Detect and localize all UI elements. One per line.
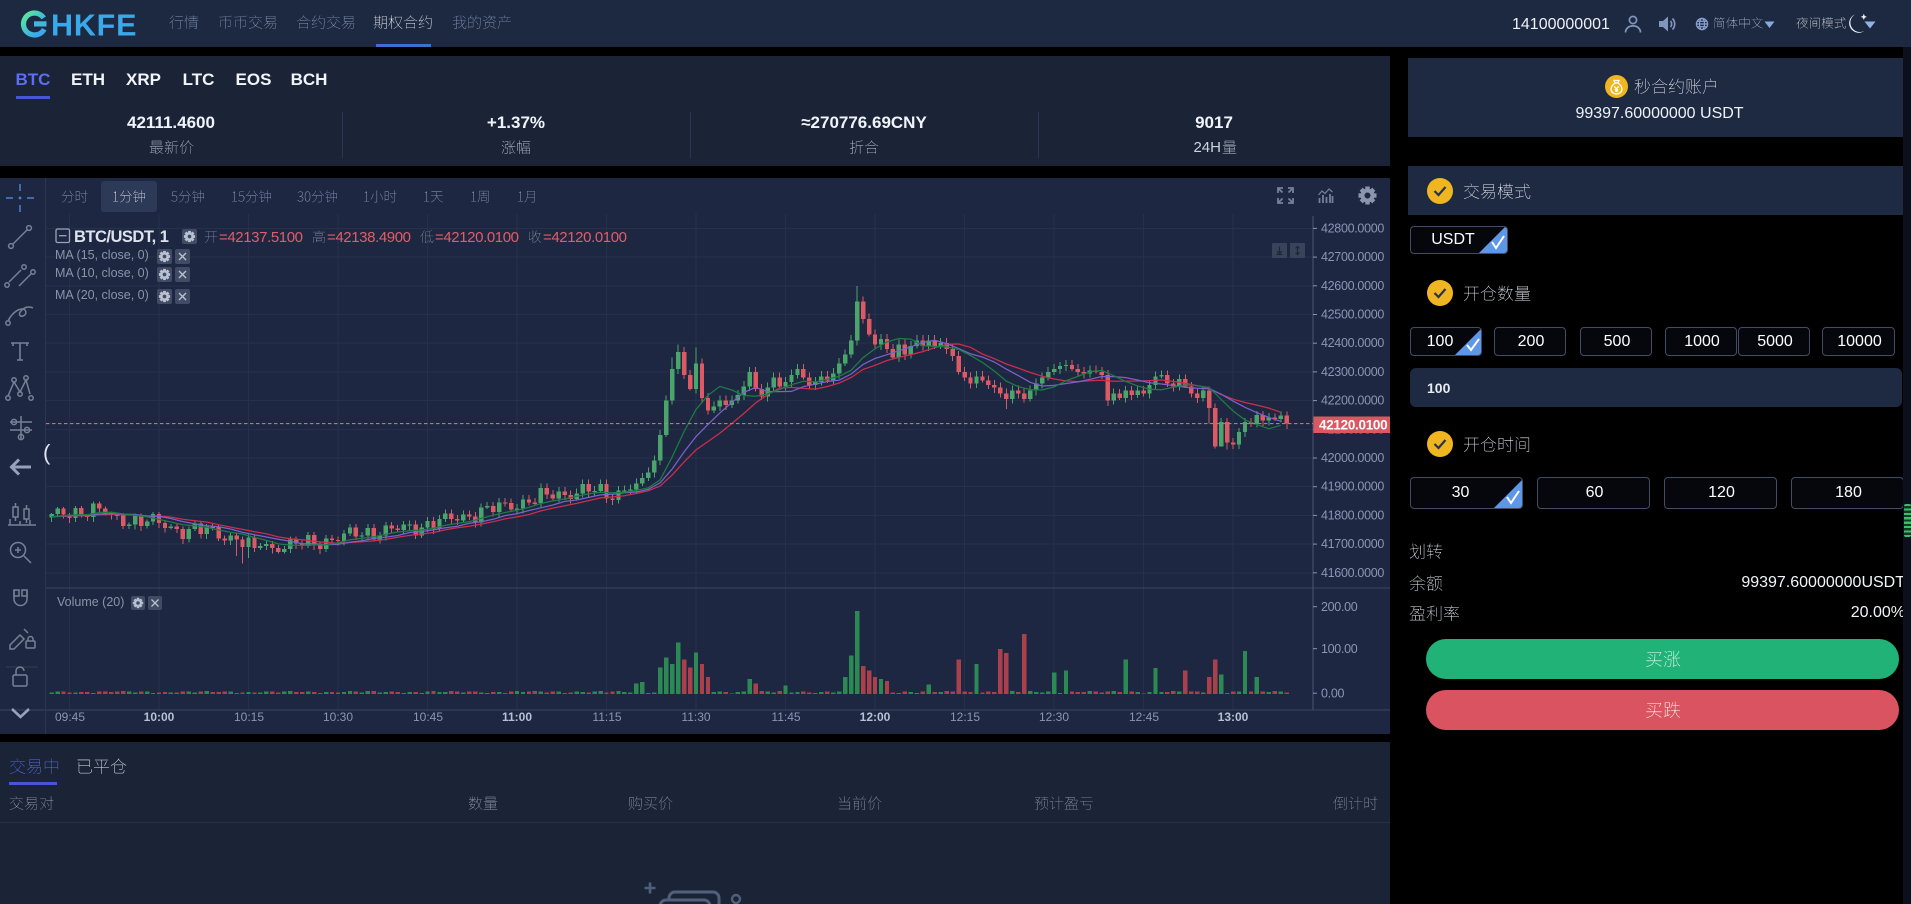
svg-text:42500.0000: 42500.0000 (1321, 308, 1384, 322)
svg-text:42800.0000: 42800.0000 (1321, 221, 1384, 235)
svg-text:41800.0000: 41800.0000 (1321, 508, 1384, 522)
svg-text:10:30: 10:30 (323, 710, 353, 724)
svg-text:42200.0000: 42200.0000 (1321, 394, 1384, 408)
svg-text:42400.0000: 42400.0000 (1321, 336, 1384, 350)
svg-text:11:00: 11:00 (502, 710, 532, 724)
svg-text:0.00: 0.00 (1321, 687, 1344, 701)
svg-text:42700.0000: 42700.0000 (1321, 250, 1384, 264)
svg-text:41700.0000: 41700.0000 (1321, 537, 1384, 551)
svg-text:42600.0000: 42600.0000 (1321, 279, 1384, 293)
svg-text:11:30: 11:30 (681, 710, 710, 724)
svg-text:12:00: 12:00 (860, 710, 891, 724)
svg-text:10:45: 10:45 (413, 710, 443, 724)
svg-text:13:00: 13:00 (1218, 710, 1249, 724)
svg-text:42000.0000: 42000.0000 (1321, 451, 1384, 465)
svg-text:41600.0000: 41600.0000 (1321, 566, 1384, 580)
svg-text:42300.0000: 42300.0000 (1321, 365, 1384, 379)
svg-text:42120.0100: 42120.0100 (1319, 418, 1387, 433)
svg-text:11:15: 11:15 (592, 710, 621, 724)
svg-text:200.00: 200.00 (1321, 600, 1358, 614)
svg-text:10:15: 10:15 (234, 710, 264, 724)
svg-text:100.00: 100.00 (1321, 642, 1358, 656)
svg-text:12:30: 12:30 (1039, 710, 1069, 724)
svg-text:12:15: 12:15 (950, 710, 980, 724)
svg-text:09:45: 09:45 (55, 710, 85, 724)
svg-text:11:45: 11:45 (771, 710, 800, 724)
svg-text:HKFE: HKFE (51, 9, 137, 43)
svg-text:10:00: 10:00 (144, 710, 175, 724)
svg-text:41900.0000: 41900.0000 (1321, 480, 1384, 494)
svg-text:12:45: 12:45 (1129, 710, 1159, 724)
